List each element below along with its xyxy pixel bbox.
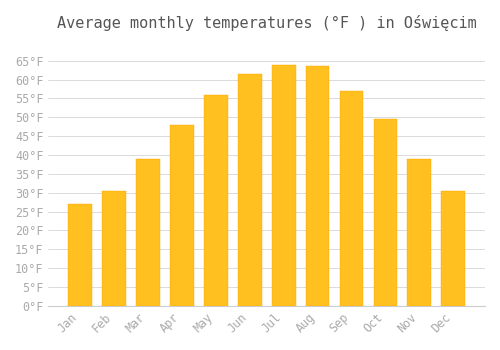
Bar xyxy=(102,191,126,306)
Bar xyxy=(238,74,262,306)
Bar xyxy=(374,119,398,306)
Bar xyxy=(340,91,363,306)
Bar xyxy=(68,204,92,306)
Bar xyxy=(306,66,330,306)
Bar xyxy=(408,159,431,306)
Bar xyxy=(136,159,160,306)
Bar xyxy=(272,64,295,306)
Title: Average monthly temperatures (°F ) in Oświęcim: Average monthly temperatures (°F ) in Oś… xyxy=(57,15,476,31)
Bar xyxy=(204,95,228,306)
Bar xyxy=(170,125,194,306)
Bar xyxy=(442,191,465,306)
